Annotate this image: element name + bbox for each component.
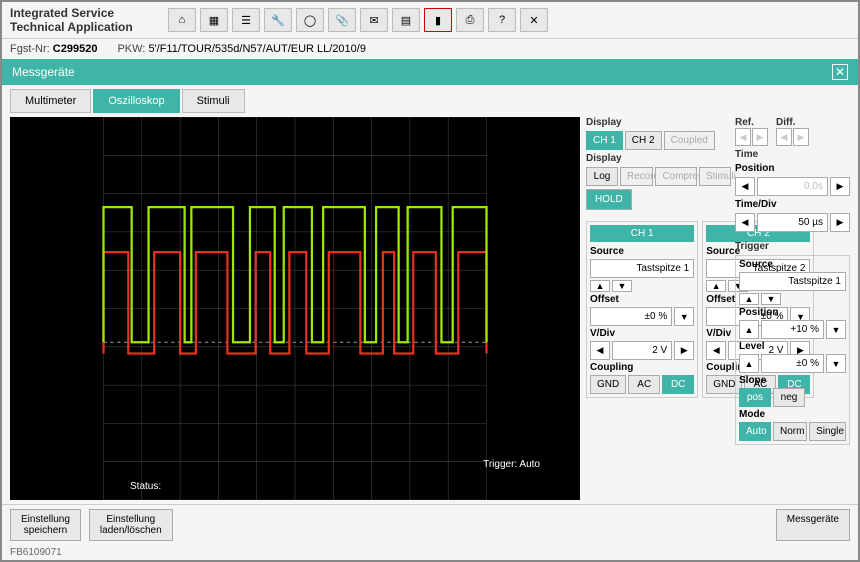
page-icon[interactable]: ▤ [392,8,420,32]
save-settings-button[interactable]: Einstellung speichern [10,509,81,541]
tab-stimuli[interactable]: Stimuli [182,89,245,113]
wrench-icon[interactable]: 🔧 [264,8,292,32]
ch1-vdiv-left-icon[interactable]: ◀ [590,341,610,360]
ch1-up-icon[interactable]: ▲ [590,280,610,292]
timediv-left-icon[interactable]: ◀ [735,213,755,232]
ref-left-icon[interactable]: ◀ [735,128,751,146]
timepos-left-icon[interactable]: ◀ [735,177,755,196]
ch1-offset[interactable]: ±0 % [590,307,672,326]
time-div[interactable]: 50 µs [757,213,828,232]
home-icon[interactable]: ⌂ [168,8,196,32]
level-up-icon[interactable]: ▲ [739,354,759,373]
oscilloscope-display: Trigger: Auto Status: [10,117,580,500]
display-label: Display [586,117,731,128]
clip-icon[interactable]: 📎 [328,8,356,32]
footer-id: FB6109071 [2,545,858,560]
circle-icon[interactable]: ◯ [296,8,324,32]
section-close-icon[interactable]: ✕ [832,64,848,80]
coupled-button[interactable]: Coupled [664,131,715,150]
section-title: Messgeräte [12,65,75,79]
app-title: Integrated Service Technical Application [10,6,160,34]
hold-button[interactable]: HOLD [586,189,632,210]
ch1-header: CH 1 [590,225,694,242]
pkw-value: 5'/F11/TOUR/535d/N57/AUT/EUR LL/2010/9 [148,43,366,55]
log-button[interactable]: Log [586,167,618,186]
print-icon[interactable]: ⎙ [456,8,484,32]
ch1-ac-button[interactable]: AC [628,375,660,394]
load-settings-button[interactable]: Einstellung laden/löschen [89,509,173,541]
alert-icon[interactable]: ▮ [424,8,452,32]
slope-neg-button[interactable]: neg [773,388,805,407]
help-icon[interactable]: ? [488,8,516,32]
stimuli-button[interactable]: Stimuli [699,167,731,186]
slope-pos-button[interactable]: pos [739,388,771,407]
compress-button[interactable]: Compress [655,167,696,186]
close-icon[interactable]: ✕ [520,8,548,32]
ch1-dc-button[interactable]: DC [662,375,694,394]
ch1-down-icon[interactable]: ▼ [612,280,632,292]
trigger-position[interactable]: +10 % [761,320,824,339]
ch2-button[interactable]: CH 2 [625,131,662,150]
mail-icon[interactable]: ✉ [360,8,388,32]
time-position[interactable]: 0,0s [757,177,828,196]
trgpos-dd-icon[interactable]: ▼ [826,320,846,339]
tab-multimeter[interactable]: Multimeter [10,89,91,113]
pkw-label: PKW: [117,43,145,55]
ch1-button[interactable]: CH 1 [586,131,623,150]
ch1-gnd-button[interactable]: GND [590,375,626,394]
diff-left-icon[interactable]: ◀ [776,128,792,146]
messgeraete-button[interactable]: Messgeräte [776,509,850,541]
trigger-source[interactable]: Tastspitze 1 [739,272,846,291]
mode-auto-button[interactable]: Auto [739,422,771,441]
mode-norm-button[interactable]: Norm [773,422,807,441]
ch2-up-icon[interactable]: ▲ [706,280,726,292]
ref-right-icon[interactable]: ▶ [752,128,768,146]
trg-down-icon[interactable]: ▼ [761,293,781,305]
tab-oszilloskop[interactable]: Oszilloskop [93,89,179,113]
trgpos-up-icon[interactable]: ▲ [739,320,759,339]
trg-up-icon[interactable]: ▲ [739,293,759,305]
ch2-vdiv-left-icon[interactable]: ◀ [706,341,726,360]
display2-label: Display [586,153,731,164]
record-button[interactable]: Record [620,167,653,186]
fgst-value: C299520 [53,43,98,55]
fgst-label: Fgst-Nr: [10,43,50,55]
tool-icon[interactable]: ▦ [200,8,228,32]
timepos-right-icon[interactable]: ▶ [830,177,850,196]
doc-icon[interactable]: ☰ [232,8,260,32]
ch1-vdiv[interactable]: 2 V [612,341,672,360]
diff-right-icon[interactable]: ▶ [793,128,809,146]
dropdown-icon[interactable]: ▼ [674,307,694,326]
ch1-source[interactable]: Tastspitze 1 [590,259,694,278]
timediv-right-icon[interactable]: ▶ [830,213,850,232]
level-dd-icon[interactable]: ▼ [826,354,846,373]
ch1-vdiv-right-icon[interactable]: ▶ [674,341,694,360]
trigger-level[interactable]: ±0 % [761,354,824,373]
mode-single-button[interactable]: Single [809,422,846,441]
